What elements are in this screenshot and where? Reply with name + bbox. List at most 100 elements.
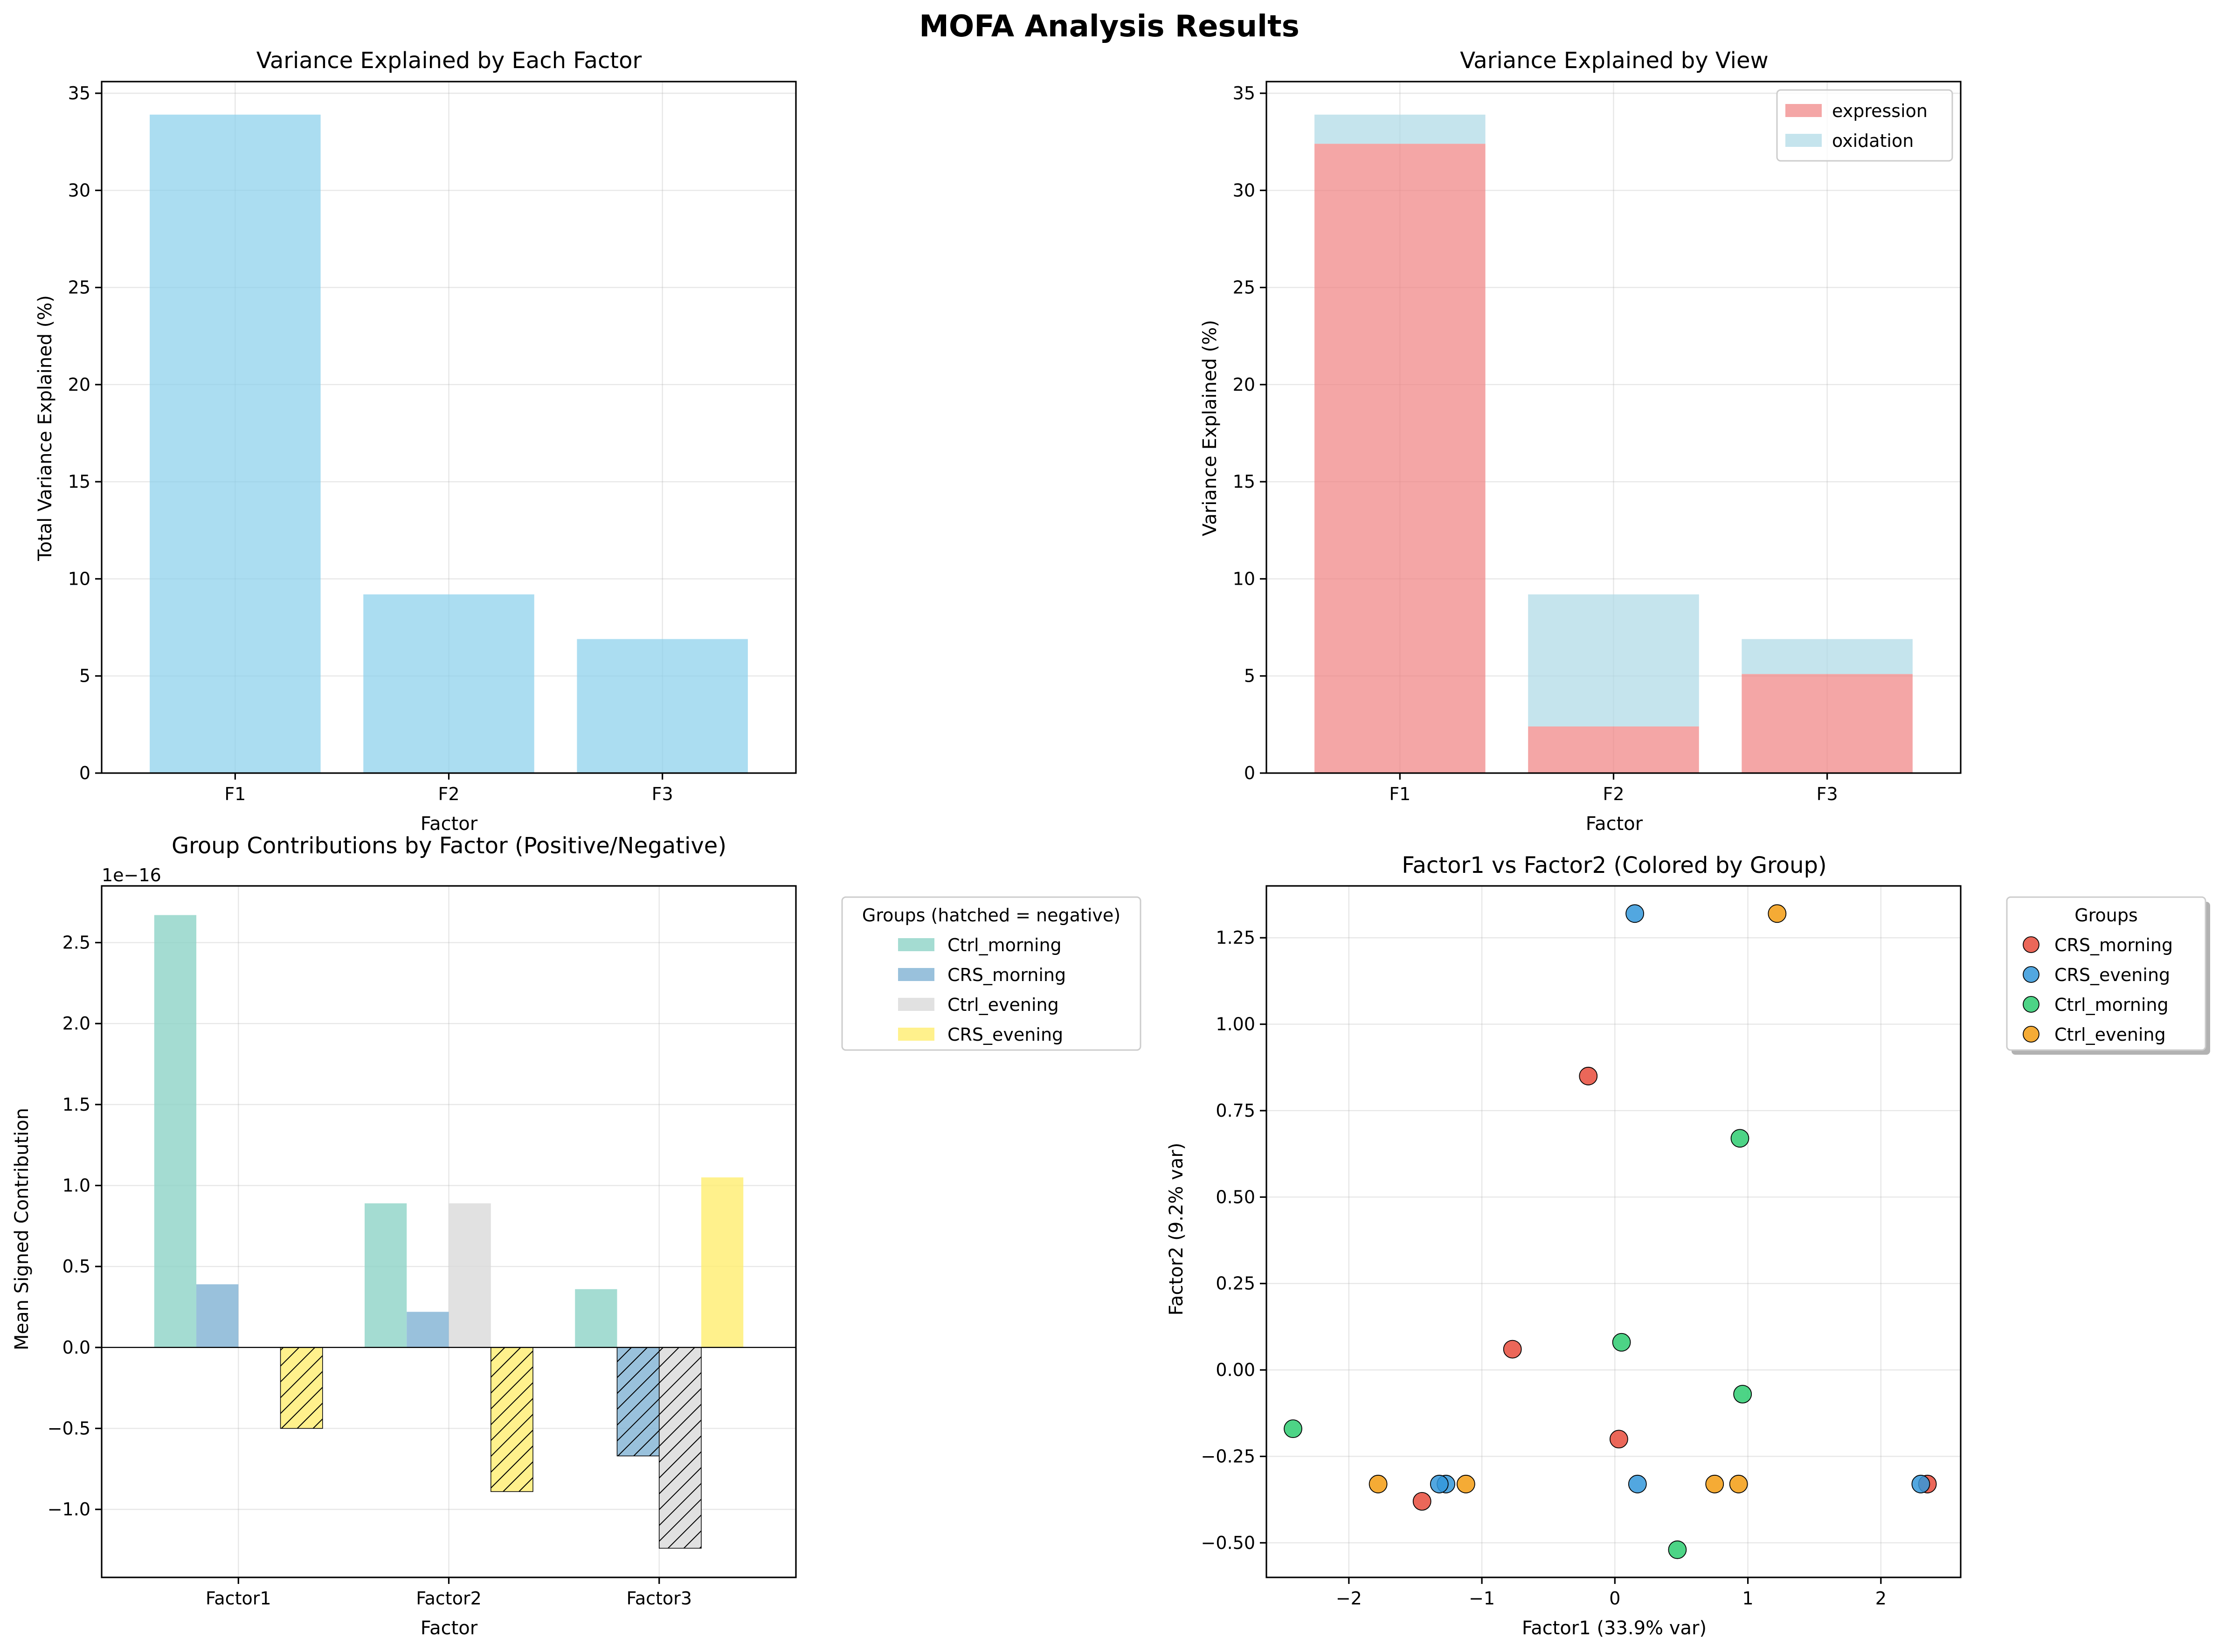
- bar-Ctrl_morning-Factor1: [154, 915, 197, 1348]
- point-Ctrl_evening-4: [1729, 1474, 1748, 1493]
- y-tick-label: 20: [68, 374, 90, 395]
- x-axis-label: Factor1 (33.9% var): [1522, 1617, 1707, 1639]
- legend-title: Groups (hatched = negative): [862, 905, 1120, 926]
- legend-swatch-oxidation: [1785, 134, 1822, 147]
- x-tick-label: −1: [1469, 1588, 1495, 1609]
- point-CRS_evening-2: [1430, 1474, 1449, 1493]
- x-tick-label: Factor2: [416, 1588, 482, 1609]
- bar-hatch-CRS_morning-Factor3: [616, 1347, 660, 1457]
- legend-label-Ctrl_evening: Ctrl_evening: [2054, 1024, 2166, 1045]
- legend-swatch-Ctrl_evening: [898, 998, 934, 1011]
- legend-swatch-Ctrl_morning: [898, 938, 934, 951]
- bar-expression-F2: [1528, 726, 1699, 773]
- y-tick-label: 0: [79, 763, 90, 783]
- gridlines: [1266, 886, 1961, 1577]
- point-Ctrl_morning-4: [1668, 1540, 1687, 1559]
- y-tick-label: 15: [1233, 471, 1255, 492]
- y-axis-label: Mean Signed Contribution: [11, 1108, 33, 1350]
- bar-hatch-Ctrl_evening-Factor3: [658, 1347, 702, 1549]
- legend-label-Ctrl_evening: Ctrl_evening: [947, 995, 1059, 1015]
- y-tick-label: 5: [79, 666, 90, 686]
- x-tick-label: −2: [1336, 1588, 1362, 1609]
- point-CRS_evening-3: [1628, 1474, 1647, 1493]
- y-tick-label: 1.5: [62, 1094, 90, 1115]
- bar-F3: [577, 639, 748, 773]
- x-tick-label: 2: [1875, 1588, 1887, 1609]
- bar-oxidation-F2: [1528, 594, 1699, 727]
- bar-Ctrl_morning-Factor2: [365, 1203, 407, 1348]
- point-Ctrl_morning-2: [1733, 1385, 1752, 1403]
- y-tick-label: 0.0: [62, 1337, 90, 1358]
- bar-expression-F1: [1314, 144, 1486, 774]
- legend-label-CRS_evening: CRS_evening: [2054, 965, 2170, 985]
- bar-Ctrl_evening-Factor2: [449, 1203, 491, 1348]
- y-tick-label: 15: [68, 471, 90, 492]
- legend-box: [841, 896, 1141, 1051]
- point-Ctrl_evening-3: [1705, 1474, 1724, 1493]
- x-tick-label: F1: [224, 784, 246, 804]
- legend-swatch-CRS_morning: [898, 968, 934, 981]
- legend-marker-CRS_evening: [2023, 966, 2039, 983]
- y-tick-label: 10: [68, 568, 90, 589]
- legend-label-CRS_morning: CRS_morning: [2054, 935, 2173, 955]
- x-tick-label: F3: [652, 784, 673, 804]
- y-tick-label: 35: [1233, 83, 1255, 104]
- panel-title: Variance Explained by View: [1460, 48, 1769, 74]
- bar-F1: [150, 114, 321, 774]
- bar-oxidation-F1: [1314, 114, 1486, 144]
- y-tick-label: 20: [1233, 374, 1255, 395]
- point-Ctrl_evening-0: [1768, 904, 1787, 923]
- x-tick-label: 1: [1742, 1588, 1754, 1609]
- legend-marker-Ctrl_morning: [2023, 996, 2039, 1013]
- legend-label-Ctrl_morning: Ctrl_morning: [2054, 995, 2169, 1015]
- bar-expression-F3: [1742, 674, 1913, 773]
- x-tick-label: F2: [438, 784, 459, 804]
- y-axis-label: Variance Explained (%): [1199, 320, 1221, 536]
- y-tick-label: 30: [68, 180, 90, 200]
- group-contributions-panel: Group Contributions by Factor (Positive/…: [11, 833, 1141, 1639]
- point-CRS_morning-1: [1503, 1340, 1522, 1359]
- y-tick-label: 2.0: [62, 1013, 90, 1034]
- legend-marker-CRS_morning: [2023, 936, 2039, 953]
- bar-oxidation-F3: [1742, 639, 1913, 674]
- legend-title: Groups: [2074, 905, 2138, 926]
- bar-Ctrl_morning-Factor3: [575, 1289, 617, 1348]
- bar-F2: [363, 594, 534, 773]
- legend-swatch-CRS_evening: [898, 1028, 934, 1041]
- y-axis-label: Factor2 (9.2% var): [1166, 1143, 1187, 1316]
- legend-label-CRS_morning: CRS_morning: [947, 965, 1066, 985]
- y-tick-label: 5: [1244, 666, 1255, 686]
- y-tick-label: 1.25: [1216, 927, 1255, 948]
- bar-CRS_evening-Factor3: [701, 1177, 744, 1348]
- point-CRS_evening-0: [1625, 904, 1645, 923]
- y-axis-offset-label: 1e−16: [102, 865, 161, 885]
- y-tick-label: 0.25: [1216, 1273, 1255, 1294]
- bar-CRS_morning-Factor1: [196, 1284, 239, 1348]
- legend-box: [2006, 896, 2206, 1051]
- panel-title: Group Contributions by Factor (Positive/…: [172, 833, 726, 859]
- point-CRS_morning-3: [1412, 1492, 1431, 1511]
- variance-by-view-panel: Variance Explained by View Factor Varian…: [1199, 48, 1962, 835]
- point-Ctrl_morning-0: [1730, 1129, 1749, 1148]
- y-tick-label: 1.00: [1216, 1014, 1255, 1035]
- point-CRS_morning-2: [1610, 1430, 1628, 1449]
- panel-title: Variance Explained by Each Factor: [256, 48, 642, 74]
- y-tick-label: 30: [1233, 180, 1255, 200]
- legend-label-CRS_evening: CRS_evening: [947, 1024, 1063, 1045]
- legend-label-oxidation: oxidation: [1832, 131, 1914, 151]
- bar-hatch-CRS_evening-Factor2: [490, 1347, 533, 1492]
- y-tick-label: 25: [1233, 277, 1255, 298]
- figure-title: MOFA Analysis Results: [919, 9, 1300, 44]
- point-Ctrl_evening-2: [1456, 1474, 1475, 1493]
- point-Ctrl_evening-1: [1369, 1474, 1388, 1493]
- x-axis-label: Factor: [421, 1617, 478, 1639]
- legend-marker-Ctrl_evening: [2023, 1026, 2039, 1043]
- legend-label-Ctrl_morning: Ctrl_morning: [947, 935, 1062, 955]
- factor-scatter-panel: Factor1 vs Factor2 (Colored by Group) Fa…: [1166, 852, 2210, 1639]
- y-tick-label: 2.5: [62, 933, 90, 953]
- y-axis-label: Total Variance Explained (%): [35, 295, 56, 561]
- x-tick-label: F2: [1603, 784, 1624, 804]
- y-tick-label: 0.00: [1216, 1360, 1255, 1380]
- y-tick-label: 25: [68, 277, 90, 298]
